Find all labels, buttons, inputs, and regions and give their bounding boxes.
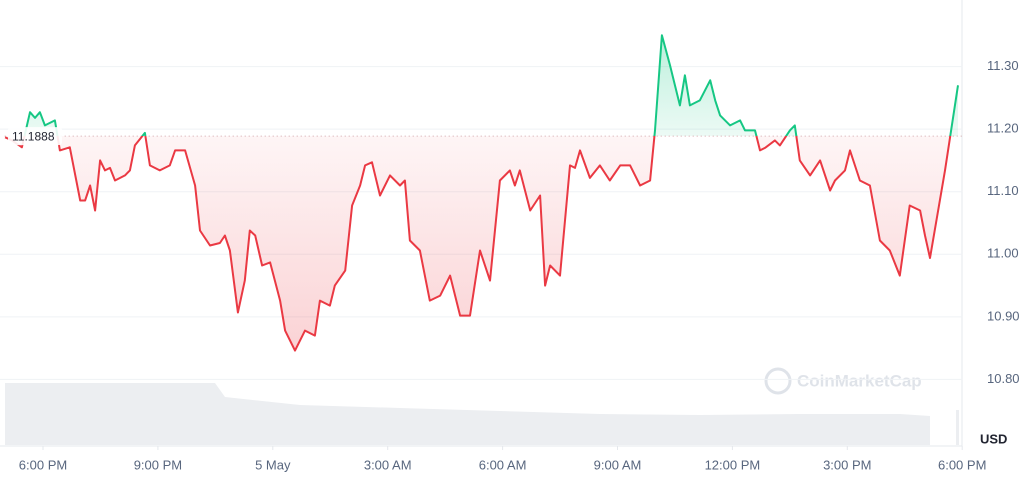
y-tick-label: 11.00 — [987, 246, 1019, 261]
watermark-logo — [764, 367, 792, 395]
price-line — [4, 34, 959, 352]
x-tick-label: 12:00 PM — [705, 457, 761, 472]
unit-label: USD — [980, 431, 1007, 446]
y-tick-label: 11.30 — [987, 58, 1019, 73]
watermark-text: CoinMarketCap — [797, 371, 922, 390]
price-area — [5, 35, 959, 351]
reference-label: 11.1888 — [12, 129, 55, 143]
y-tick-label: 11.10 — [987, 183, 1019, 198]
x-tick-label: 6:00 PM — [938, 457, 986, 472]
x-tick-label: 9:00 AM — [594, 457, 642, 472]
x-tick-label: 6:00 PM — [19, 457, 67, 472]
x-tick-label: 6:00 AM — [479, 457, 527, 472]
x-tick-label: 3:00 PM — [823, 457, 871, 472]
volume-tail — [956, 410, 959, 445]
y-tick-label: 10.90 — [987, 308, 1020, 323]
x-tick-label: 9:00 PM — [134, 457, 182, 472]
watermark: CoinMarketCap — [764, 367, 922, 395]
y-tick-label: 11.20 — [987, 121, 1019, 136]
reference-label-bg — [8, 127, 62, 146]
plot: 10.80 10.90 11.00 11.10 11.20 11.30 6:00 PM 9:0… — [0, 34, 1020, 472]
volume-area — [5, 383, 930, 445]
x-tick-label: 5 May — [255, 457, 291, 472]
x-tick-label: 3:00 AM — [364, 457, 412, 472]
y-tick-label: 10.80 — [987, 371, 1020, 386]
